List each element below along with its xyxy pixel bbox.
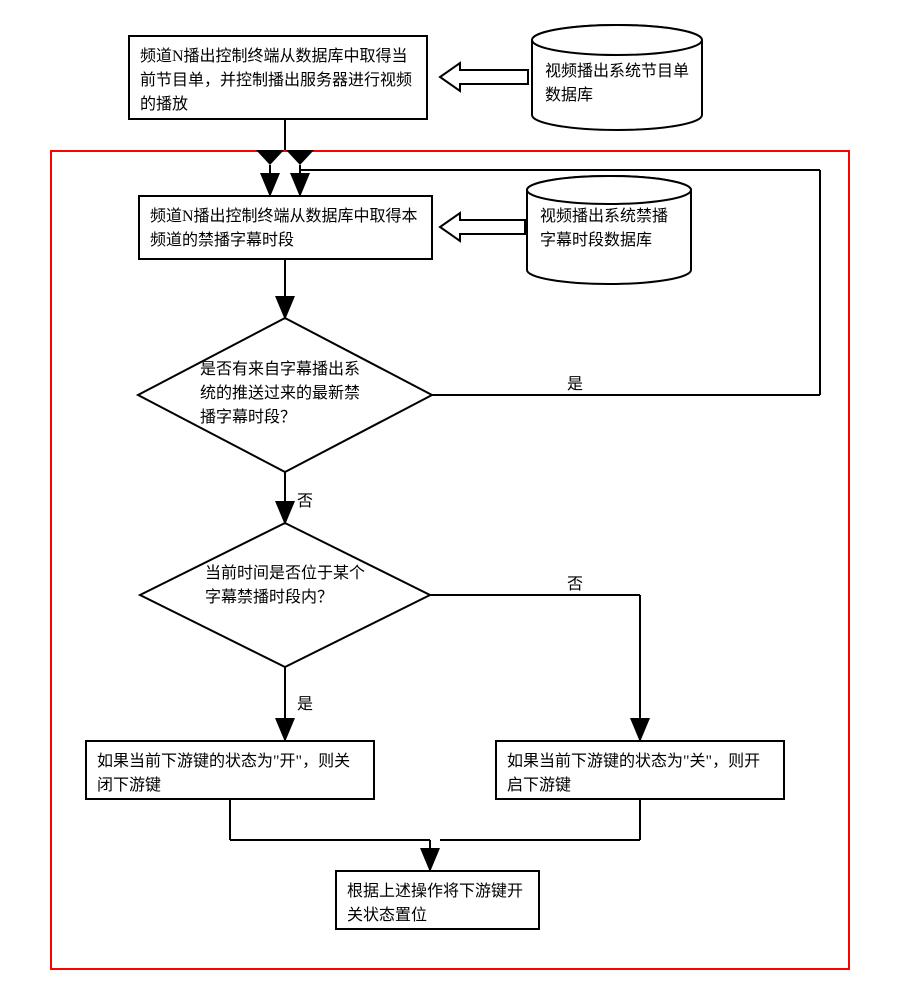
node-step2-text: 频道N播出控制终端从数据库中取得本频道的禁播字幕时段 — [150, 208, 418, 249]
db2-label: 视频播出系统禁播字幕时段数据库 — [540, 205, 680, 253]
node-step2: 频道N播出控制终端从数据库中取得本频道的禁播字幕时段 — [138, 195, 433, 260]
node-final-text: 根据上述操作将下游键开关状态置位 — [347, 883, 523, 924]
node-action-open: 如果当前下游键的状态为"关"，则开启下游键 — [495, 740, 785, 800]
node-start: 频道N播出控制终端从数据库中取得当前节目单，并控制播出服务器进行视频的播放 — [128, 35, 428, 120]
db1-label: 视频播出系统节目单数据库 — [545, 60, 695, 108]
label-d2-yes: 是 — [295, 690, 315, 714]
hollow-arrow-db1 — [440, 63, 528, 91]
label-d1-no: 否 — [295, 487, 315, 511]
node-start-text: 频道N播出控制终端从数据库中取得当前节目单，并控制播出服务器进行视频的播放 — [140, 48, 412, 113]
decision2-text: 当前时间是否位于某个字幕禁播时段内？ — [205, 562, 370, 610]
loop-container — [50, 150, 850, 970]
node-final: 根据上述操作将下游键开关状态置位 — [335, 870, 540, 930]
node-action-open-text: 如果当前下游键的状态为"关"，则开启下游键 — [507, 753, 760, 794]
node-action-close-text: 如果当前下游键的状态为"开"，则关闭下游键 — [97, 753, 350, 794]
decision1-text: 是否有来自字幕播出系统的推送过来的最新禁播字幕时段？ — [200, 358, 375, 430]
node-action-close: 如果当前下游键的状态为"开"，则关闭下游键 — [85, 740, 375, 800]
label-d2-no: 否 — [565, 570, 585, 594]
label-d1-yes: 是 — [565, 370, 585, 394]
